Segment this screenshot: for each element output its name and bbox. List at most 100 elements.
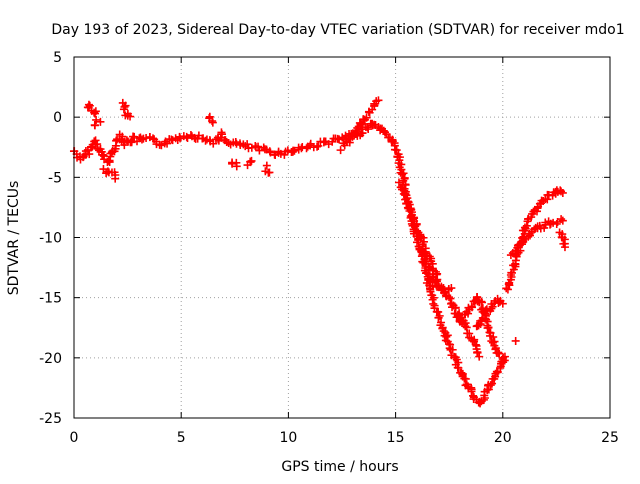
data-point [484, 323, 493, 332]
data-point [486, 381, 495, 390]
data-point [362, 113, 371, 122]
y-axis-label: SDTVAR / TECUs [6, 181, 22, 296]
series-group [69, 119, 509, 408]
y-tick-label: 5 [53, 50, 62, 66]
data-point [461, 322, 470, 331]
axis-ticks: 0 5 10 15 20 25 -25 -20 -15 -10 -5 0 5 [39, 50, 619, 446]
data-point [83, 103, 92, 112]
data-point [255, 146, 264, 155]
data-point [91, 107, 100, 116]
data-point [498, 355, 507, 364]
series-group [511, 336, 520, 345]
data-point [314, 141, 323, 150]
data-point [103, 167, 112, 176]
y-tick-label: -10 [39, 231, 62, 247]
grid-lines [74, 57, 610, 418]
series-group [336, 96, 383, 155]
data-point [498, 299, 507, 308]
data-point [213, 133, 222, 142]
data-point [96, 117, 105, 126]
data-point [477, 316, 486, 325]
data-point [478, 298, 487, 307]
data-point [357, 120, 366, 129]
data-point [549, 218, 558, 227]
data-point [560, 243, 569, 252]
data-point [413, 226, 422, 235]
data-point [418, 247, 427, 256]
series-group [83, 98, 274, 183]
data-point [163, 139, 172, 148]
data-point [209, 139, 218, 148]
data-point [265, 168, 274, 177]
data-point [439, 327, 448, 336]
x-tick-label: 10 [279, 430, 297, 446]
data-point [99, 165, 108, 174]
data-point [98, 150, 107, 159]
series-group [555, 228, 569, 252]
series-group [472, 294, 507, 331]
data-point [111, 174, 120, 183]
data-point [434, 313, 443, 322]
data-point [85, 101, 94, 110]
data-point [90, 121, 99, 130]
data-point [85, 150, 94, 159]
data-point [459, 316, 468, 325]
data-point [419, 249, 428, 258]
data-point [205, 114, 214, 123]
y-tick-label: 0 [53, 110, 62, 126]
x-tick-label: 5 [177, 430, 186, 446]
data-point [336, 146, 345, 155]
data-point [399, 169, 408, 178]
data-point [364, 125, 373, 134]
data-point [262, 161, 271, 170]
data-point [558, 216, 567, 225]
data-point [290, 146, 299, 155]
y-tick-label: -25 [39, 411, 62, 427]
data-point [503, 285, 512, 294]
data-point [276, 149, 285, 158]
data-point [142, 134, 151, 143]
data-point [370, 101, 379, 110]
data-point [457, 368, 466, 377]
data-point [445, 293, 454, 302]
data-point [388, 137, 397, 146]
data-point [454, 363, 463, 372]
data-point [208, 118, 217, 127]
y-tick-label: -5 [48, 170, 62, 186]
data-point [426, 287, 435, 296]
data-point [511, 336, 520, 345]
data-point [360, 115, 369, 124]
data-point [398, 185, 407, 194]
data-point [557, 215, 566, 224]
data-point [504, 280, 513, 289]
series-group [394, 178, 456, 300]
data-point [533, 204, 542, 213]
data-point [419, 237, 428, 246]
data-point [107, 168, 116, 177]
data-point [448, 345, 457, 354]
data-point [374, 96, 383, 105]
chart-title: Day 193 of 2023, Sidereal Day-to-day VTE… [51, 22, 624, 38]
x-tick-label: 0 [70, 430, 79, 446]
data-point [137, 135, 146, 144]
data-point [92, 115, 101, 124]
data-point [243, 140, 252, 149]
data-point [558, 188, 567, 197]
data-point [467, 387, 476, 396]
series-group [502, 186, 567, 294]
y-tick-label: -15 [39, 291, 62, 307]
data-point [90, 108, 99, 117]
data-point [254, 142, 263, 151]
x-tick-label: 25 [601, 430, 619, 446]
data-point [475, 352, 484, 361]
data-point [467, 302, 476, 311]
data-point [411, 222, 420, 231]
data-point [121, 101, 130, 110]
data-point [381, 128, 390, 137]
data-point [261, 167, 270, 176]
x-tick-label: 20 [494, 430, 512, 446]
data-point [557, 187, 566, 196]
data-point [246, 157, 255, 166]
